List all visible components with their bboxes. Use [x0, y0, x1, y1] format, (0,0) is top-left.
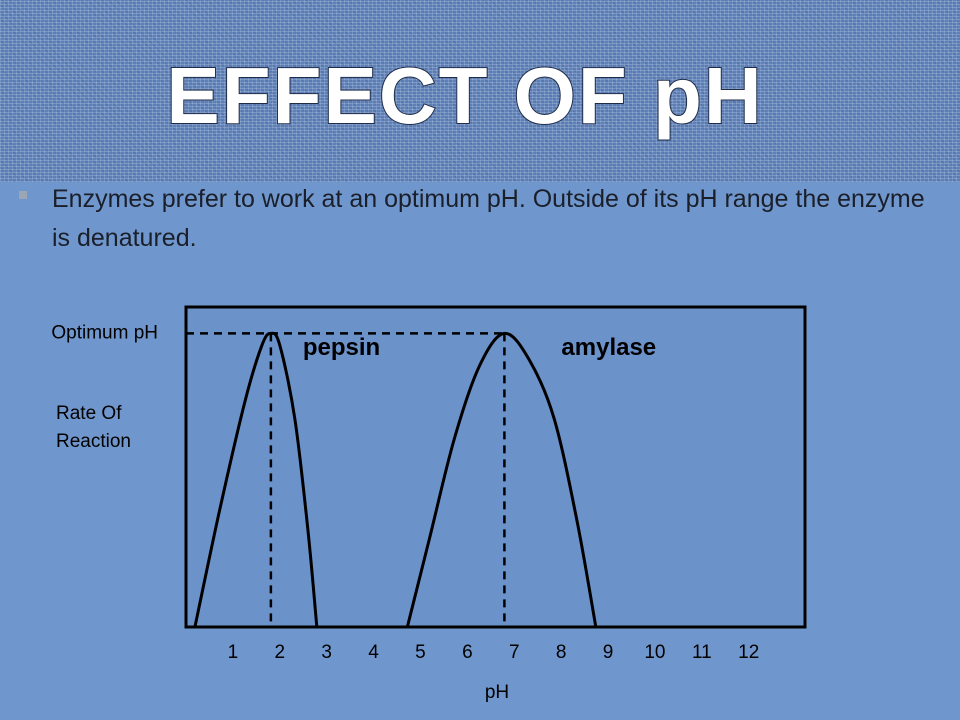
- series-label: pepsin: [303, 334, 380, 361]
- x-tick-label: 4: [368, 642, 379, 663]
- plot-frame: [184, 305, 807, 629]
- x-tick-label: 12: [738, 642, 759, 663]
- x-tick-label: 10: [644, 642, 665, 663]
- x-tick-label: 1: [228, 642, 239, 663]
- bullet-marker: [19, 191, 27, 199]
- x-axis-label: pH: [485, 682, 509, 703]
- bullet-text: Enzymes prefer to work at an optimum pH.…: [52, 185, 925, 252]
- x-tick-label: 6: [462, 642, 473, 663]
- title-band: [0, 0, 960, 182]
- x-tick-label: 3: [321, 642, 332, 663]
- x-tick-label: 7: [509, 642, 520, 663]
- x-tick-label: 5: [415, 642, 426, 663]
- series-label: amylase: [561, 334, 656, 361]
- y-axis-label: Rate Of Reaction: [56, 403, 131, 452]
- slide-title: EFFECT OF pH: [165, 50, 764, 141]
- x-tick-label: 11: [692, 642, 712, 663]
- x-tick-label: 9: [603, 642, 614, 663]
- y-tick-label: Optimum pH: [51, 322, 158, 343]
- x-tick-label: 2: [274, 642, 285, 663]
- x-tick-label: 8: [556, 642, 567, 663]
- curve: [405, 331, 598, 628]
